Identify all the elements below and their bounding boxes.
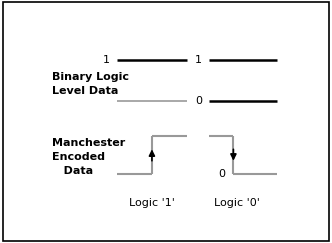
Text: 0: 0 <box>195 95 202 106</box>
Text: 0: 0 <box>218 169 225 179</box>
Text: 1: 1 <box>195 55 202 65</box>
Text: Logic '1': Logic '1' <box>129 198 175 208</box>
Text: Manchester
Encoded
   Data: Manchester Encoded Data <box>52 138 125 176</box>
Text: 1: 1 <box>103 55 110 65</box>
Text: Binary Logic
Level Data: Binary Logic Level Data <box>52 72 129 95</box>
Text: Logic '0': Logic '0' <box>214 198 260 208</box>
